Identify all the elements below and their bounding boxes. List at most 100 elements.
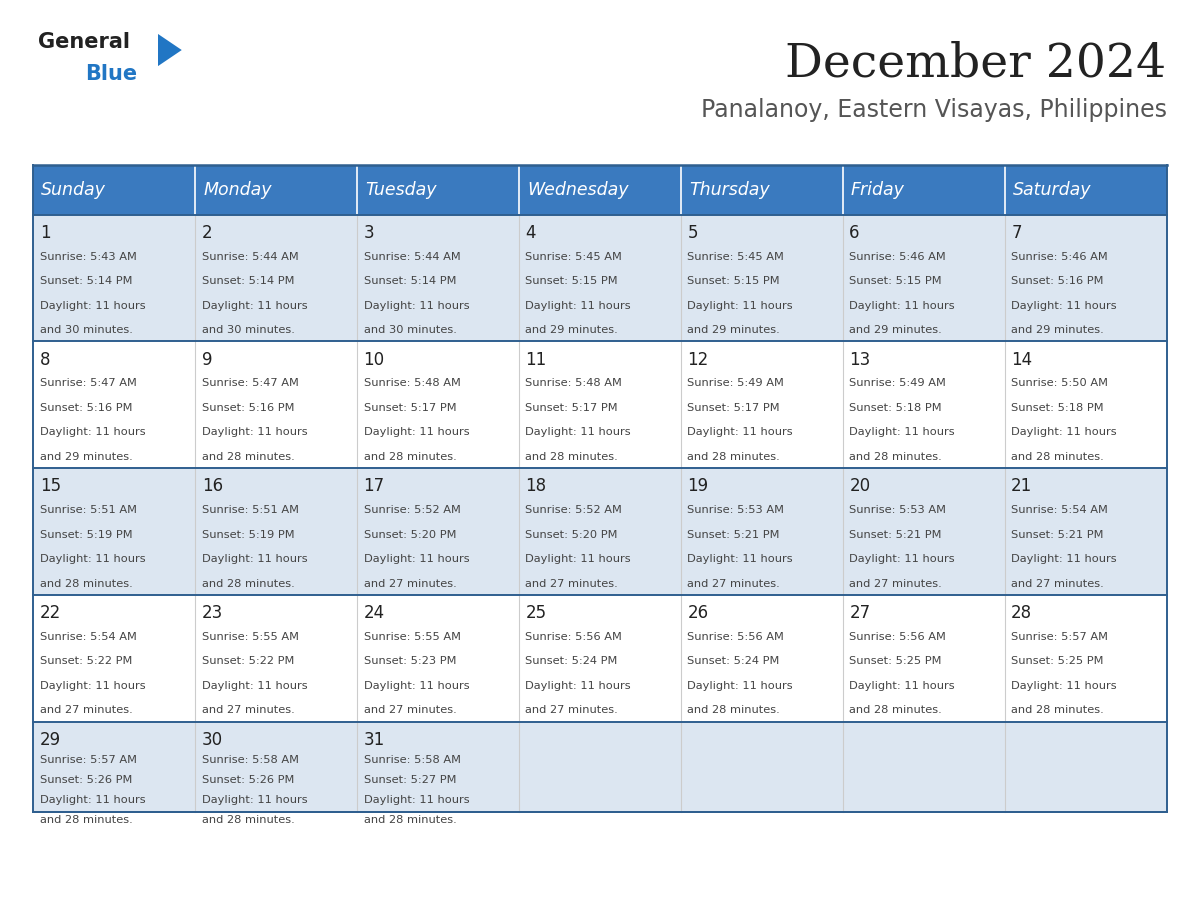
Text: and 28 minutes.: and 28 minutes. xyxy=(1011,705,1104,715)
Text: Sunrise: 5:57 AM: Sunrise: 5:57 AM xyxy=(39,755,137,765)
Bar xyxy=(33,341,195,468)
Text: Daylight: 11 hours: Daylight: 11 hours xyxy=(849,301,955,310)
Text: Daylight: 11 hours: Daylight: 11 hours xyxy=(1011,301,1117,310)
Text: General: General xyxy=(38,32,129,52)
Bar xyxy=(519,165,681,215)
Text: Thursday: Thursday xyxy=(689,181,770,199)
Text: Sunrise: 5:44 AM: Sunrise: 5:44 AM xyxy=(364,252,460,262)
Text: 19: 19 xyxy=(688,477,708,496)
Text: Sunrise: 5:55 AM: Sunrise: 5:55 AM xyxy=(364,632,461,642)
Text: Blue: Blue xyxy=(86,64,138,84)
Text: Sunset: 5:22 PM: Sunset: 5:22 PM xyxy=(202,656,293,666)
Bar xyxy=(519,468,681,595)
Text: 10: 10 xyxy=(364,351,385,369)
Text: Daylight: 11 hours: Daylight: 11 hours xyxy=(39,428,145,437)
Bar xyxy=(358,722,519,812)
Text: Daylight: 11 hours: Daylight: 11 hours xyxy=(39,301,145,310)
Text: Sunrise: 5:58 AM: Sunrise: 5:58 AM xyxy=(364,755,461,765)
Text: Sunset: 5:27 PM: Sunset: 5:27 PM xyxy=(364,775,456,785)
Bar xyxy=(195,595,358,722)
Text: Daylight: 11 hours: Daylight: 11 hours xyxy=(39,681,145,690)
Text: Sunset: 5:25 PM: Sunset: 5:25 PM xyxy=(1011,656,1104,666)
Text: Sunset: 5:15 PM: Sunset: 5:15 PM xyxy=(525,276,618,286)
Bar xyxy=(33,722,195,812)
Bar xyxy=(195,215,358,341)
Text: Sunrise: 5:58 AM: Sunrise: 5:58 AM xyxy=(202,755,298,765)
Text: Sunrise: 5:49 AM: Sunrise: 5:49 AM xyxy=(849,378,946,388)
Text: Daylight: 11 hours: Daylight: 11 hours xyxy=(849,681,955,690)
Text: December 2024: December 2024 xyxy=(785,41,1167,86)
Text: Sunset: 5:25 PM: Sunset: 5:25 PM xyxy=(849,656,942,666)
Text: 9: 9 xyxy=(202,351,213,369)
Text: Sunrise: 5:49 AM: Sunrise: 5:49 AM xyxy=(688,378,784,388)
Text: and 29 minutes.: and 29 minutes. xyxy=(39,452,133,462)
Text: Daylight: 11 hours: Daylight: 11 hours xyxy=(688,301,794,310)
Text: Daylight: 11 hours: Daylight: 11 hours xyxy=(202,301,308,310)
Text: 4: 4 xyxy=(525,224,536,242)
Text: Sunset: 5:16 PM: Sunset: 5:16 PM xyxy=(39,403,132,413)
Text: Sunset: 5:21 PM: Sunset: 5:21 PM xyxy=(849,530,942,540)
Text: Daylight: 11 hours: Daylight: 11 hours xyxy=(1011,681,1117,690)
Text: Panalanoy, Eastern Visayas, Philippines: Panalanoy, Eastern Visayas, Philippines xyxy=(701,98,1167,122)
Polygon shape xyxy=(158,34,182,66)
Text: Sunrise: 5:56 AM: Sunrise: 5:56 AM xyxy=(688,632,784,642)
Text: Sunrise: 5:52 AM: Sunrise: 5:52 AM xyxy=(525,505,623,515)
Text: 16: 16 xyxy=(202,477,223,496)
Text: and 27 minutes.: and 27 minutes. xyxy=(525,705,618,715)
Text: Sunset: 5:15 PM: Sunset: 5:15 PM xyxy=(688,276,781,286)
Bar xyxy=(681,595,842,722)
Text: Sunset: 5:14 PM: Sunset: 5:14 PM xyxy=(39,276,132,286)
Text: and 28 minutes.: and 28 minutes. xyxy=(525,452,618,462)
Bar xyxy=(519,722,681,812)
Text: Sunset: 5:21 PM: Sunset: 5:21 PM xyxy=(688,530,779,540)
Text: Daylight: 11 hours: Daylight: 11 hours xyxy=(525,301,631,310)
Bar xyxy=(33,165,195,215)
Text: Sunset: 5:20 PM: Sunset: 5:20 PM xyxy=(364,530,456,540)
Text: and 28 minutes.: and 28 minutes. xyxy=(364,452,456,462)
Text: Sunrise: 5:52 AM: Sunrise: 5:52 AM xyxy=(364,505,461,515)
Text: and 29 minutes.: and 29 minutes. xyxy=(688,325,781,335)
Text: and 28 minutes.: and 28 minutes. xyxy=(202,452,295,462)
Text: Sunrise: 5:46 AM: Sunrise: 5:46 AM xyxy=(1011,252,1108,262)
Text: Daylight: 11 hours: Daylight: 11 hours xyxy=(849,554,955,564)
Bar xyxy=(681,165,842,215)
Bar xyxy=(1005,595,1167,722)
Text: Sunrise: 5:53 AM: Sunrise: 5:53 AM xyxy=(688,505,784,515)
Bar xyxy=(842,722,1005,812)
Text: 27: 27 xyxy=(849,604,871,622)
Text: and 27 minutes.: and 27 minutes. xyxy=(39,705,133,715)
Text: and 27 minutes.: and 27 minutes. xyxy=(849,578,942,588)
Text: Daylight: 11 hours: Daylight: 11 hours xyxy=(364,428,469,437)
Text: Sunset: 5:18 PM: Sunset: 5:18 PM xyxy=(849,403,942,413)
Text: Sunrise: 5:56 AM: Sunrise: 5:56 AM xyxy=(525,632,623,642)
Bar xyxy=(358,215,519,341)
Text: Sunrise: 5:48 AM: Sunrise: 5:48 AM xyxy=(364,378,461,388)
Text: Sunset: 5:19 PM: Sunset: 5:19 PM xyxy=(39,530,132,540)
Bar xyxy=(358,165,519,215)
Text: Wednesday: Wednesday xyxy=(527,181,628,199)
Text: Sunrise: 5:48 AM: Sunrise: 5:48 AM xyxy=(525,378,623,388)
Text: Daylight: 11 hours: Daylight: 11 hours xyxy=(525,554,631,564)
Text: Tuesday: Tuesday xyxy=(365,181,437,199)
Text: 14: 14 xyxy=(1011,351,1032,369)
Text: Daylight: 11 hours: Daylight: 11 hours xyxy=(525,681,631,690)
Text: 8: 8 xyxy=(39,351,50,369)
Text: and 28 minutes.: and 28 minutes. xyxy=(39,815,133,825)
Bar xyxy=(681,215,842,341)
Text: and 30 minutes.: and 30 minutes. xyxy=(364,325,456,335)
Text: and 28 minutes.: and 28 minutes. xyxy=(688,452,781,462)
Text: Sunset: 5:16 PM: Sunset: 5:16 PM xyxy=(1011,276,1104,286)
Bar xyxy=(358,341,519,468)
Text: Sunrise: 5:54 AM: Sunrise: 5:54 AM xyxy=(1011,505,1108,515)
Text: and 28 minutes.: and 28 minutes. xyxy=(1011,452,1104,462)
Text: and 28 minutes.: and 28 minutes. xyxy=(39,578,133,588)
Text: 3: 3 xyxy=(364,224,374,242)
Text: 28: 28 xyxy=(1011,604,1032,622)
Text: and 29 minutes.: and 29 minutes. xyxy=(1011,325,1104,335)
Text: 13: 13 xyxy=(849,351,871,369)
Bar xyxy=(681,341,842,468)
Text: and 27 minutes.: and 27 minutes. xyxy=(364,705,456,715)
Text: Daylight: 11 hours: Daylight: 11 hours xyxy=(202,428,308,437)
Text: 24: 24 xyxy=(364,604,385,622)
Text: 2: 2 xyxy=(202,224,213,242)
